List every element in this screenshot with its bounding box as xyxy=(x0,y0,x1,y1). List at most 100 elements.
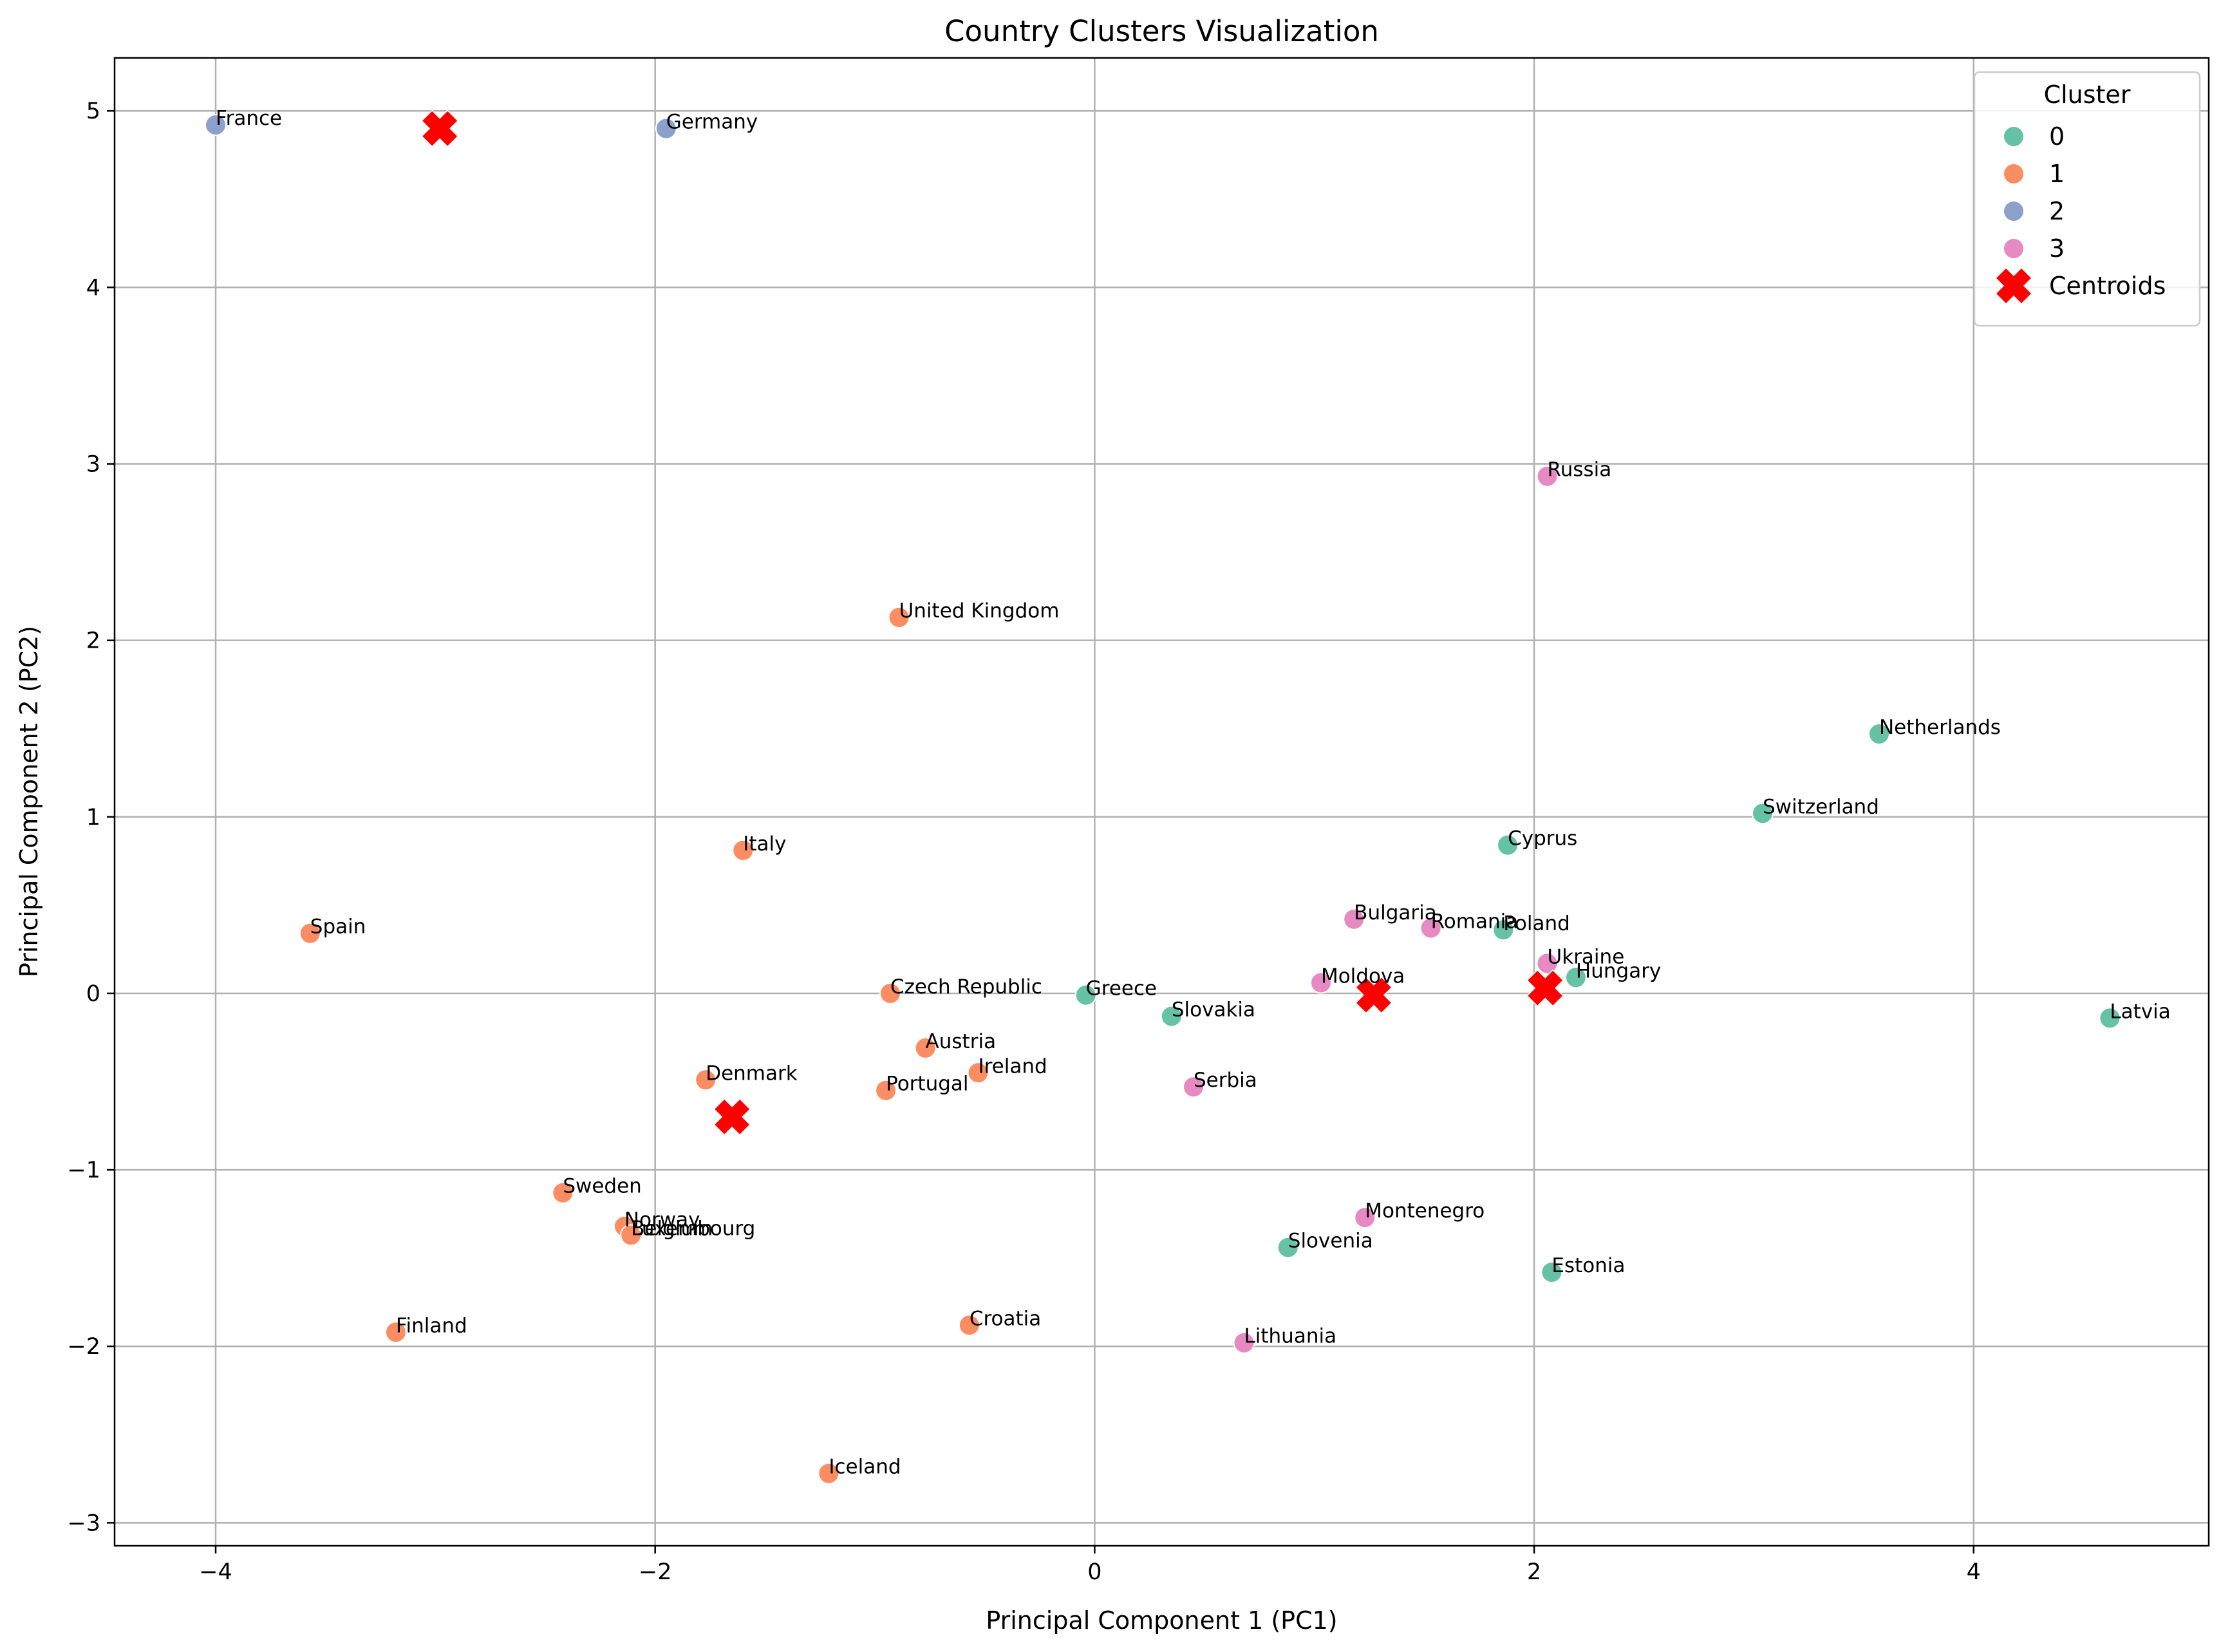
point-label: Greece xyxy=(1086,977,1157,1000)
point-label: Croatia xyxy=(970,1307,1041,1330)
y-tick-label: 3 xyxy=(86,452,100,478)
y-axis-ticks: −3 −2 −1 0 1 2 3 4 5 xyxy=(67,99,115,1536)
y-tick-label: −2 xyxy=(67,1334,100,1360)
point-label: Switzerland xyxy=(1763,795,1879,818)
data-point xyxy=(1536,952,1559,975)
data-point xyxy=(1074,984,1097,1006)
point-label: Netherlands xyxy=(1879,716,2001,739)
grid xyxy=(115,58,2209,1546)
data-point xyxy=(1309,971,1332,994)
data-point xyxy=(1868,722,1890,745)
x-tick-label: −2 xyxy=(639,1559,672,1585)
point-label: Romania xyxy=(1431,910,1519,934)
data-point xyxy=(1541,1261,1563,1284)
data-point xyxy=(967,1062,989,1084)
data-point xyxy=(914,1037,937,1059)
legend-marker xyxy=(2003,238,2025,259)
legend-marker xyxy=(2003,126,2025,147)
legend-marker xyxy=(2003,200,2025,222)
data-point xyxy=(958,1314,980,1337)
point-label: Belgium xyxy=(631,1217,713,1241)
data-point xyxy=(875,1079,897,1102)
data-point xyxy=(1160,1005,1183,1028)
data-point xyxy=(1420,917,1442,939)
legend-frame xyxy=(1973,71,2201,327)
y-axis-label: Principal Component 2 (PC2) xyxy=(15,626,43,977)
point-label: United Kingdom xyxy=(899,599,1060,623)
centroid-marker xyxy=(1526,969,1564,1007)
data-point xyxy=(299,922,321,944)
x-tick-label: 4 xyxy=(1967,1559,1981,1585)
centroid-marker xyxy=(1354,976,1392,1014)
point-label: Ireland xyxy=(978,1055,1047,1078)
x-axis-ticks: −4 −2 0 2 4 xyxy=(199,1546,1981,1585)
point-label: Slovenia xyxy=(1288,1230,1373,1253)
data-point xyxy=(1492,919,1515,941)
legend-title: Cluster xyxy=(2044,80,2131,109)
data-point xyxy=(888,606,910,629)
point-label: Slovakia xyxy=(1172,999,1255,1022)
point-label: Serbia xyxy=(1194,1069,1257,1092)
chart-title: Country Clusters Visualization xyxy=(944,14,1379,48)
point-label: Montenegro xyxy=(1365,1199,1485,1223)
point-labels: France Germany Russia United Kingdom Netherl… xyxy=(216,107,2171,1478)
point-label: Russia xyxy=(1548,458,1612,482)
point-label: Luxembourg xyxy=(631,1217,755,1241)
point-label: France xyxy=(216,107,282,130)
legend: Cluster 0 1 2 3 Centroids xyxy=(1973,71,2201,327)
data-point xyxy=(1277,1236,1299,1259)
point-label: Italy xyxy=(743,832,786,856)
x-axis-label: Principal Component 1 (PC1) xyxy=(986,1606,1337,1635)
point-label: Lithuania xyxy=(1244,1325,1337,1348)
legend-label: Centroids xyxy=(2049,272,2166,300)
x-tick-label: −4 xyxy=(199,1559,232,1585)
point-label: Hungary xyxy=(1576,959,1661,982)
y-tick-label: 0 xyxy=(86,981,100,1007)
data-point xyxy=(1354,1206,1376,1229)
data-point xyxy=(1497,834,1519,856)
centroid-marker xyxy=(421,109,459,147)
point-label: Czech Republic xyxy=(890,975,1042,999)
y-tick-label: 2 xyxy=(86,628,100,654)
data-point xyxy=(2099,1007,2121,1029)
data-point xyxy=(655,117,677,140)
y-tick-label: 1 xyxy=(86,805,100,831)
data-point xyxy=(384,1321,407,1344)
data-point xyxy=(205,114,227,136)
data-point xyxy=(552,1181,574,1204)
data-point xyxy=(620,1224,642,1246)
point-label: Poland xyxy=(1503,912,1570,935)
point-label: Norway xyxy=(624,1208,700,1232)
point-label: Sweden xyxy=(563,1175,642,1198)
x-tick-label: 0 xyxy=(1087,1559,1101,1585)
point-label: Spain xyxy=(310,915,366,939)
point-label: Portugal xyxy=(886,1073,968,1096)
data-point xyxy=(1182,1076,1204,1098)
point-label: Cyprus xyxy=(1508,827,1577,850)
legend-marker xyxy=(2003,163,2025,185)
point-label: Finland xyxy=(396,1314,467,1337)
data-point xyxy=(1233,1331,1255,1354)
point-label: Moldova xyxy=(1321,964,1405,988)
plot-frame xyxy=(113,57,2210,1547)
legend-label: 3 xyxy=(2049,234,2065,263)
point-label: Austria xyxy=(926,1030,997,1053)
legend-entries: 0 1 2 3 Centroids xyxy=(1994,122,2166,305)
point-label: Denmark xyxy=(706,1062,798,1085)
point-label: Iceland xyxy=(829,1456,901,1479)
y-tick-label: −1 xyxy=(67,1158,100,1183)
legend-label: 1 xyxy=(2049,160,2065,188)
y-tick-label: 5 xyxy=(86,99,100,124)
x-tick-label: 2 xyxy=(1527,1559,1541,1585)
data-point xyxy=(1564,966,1587,989)
point-label: Estonia xyxy=(1551,1254,1625,1277)
point-label: Ukraine xyxy=(1548,945,1625,968)
data-points xyxy=(205,114,2121,1485)
data-point xyxy=(732,839,754,861)
y-tick-label: −3 xyxy=(67,1510,100,1536)
y-tick-label: 4 xyxy=(86,275,100,301)
legend-centroid-marker xyxy=(1994,267,2033,305)
legend-label: 0 xyxy=(2049,122,2065,151)
